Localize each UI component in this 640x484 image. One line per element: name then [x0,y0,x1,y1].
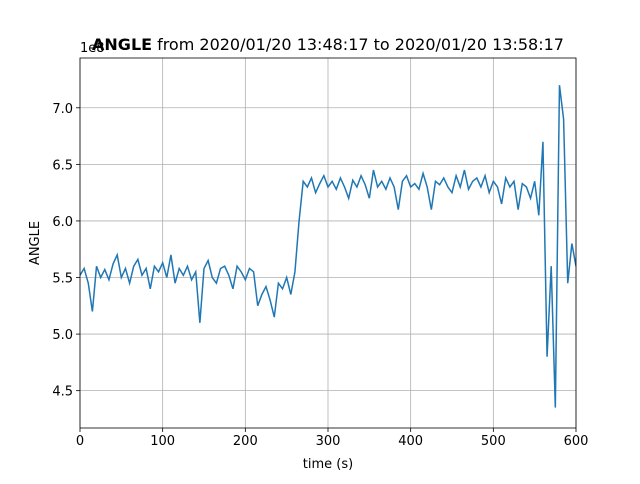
y-tick-label: 6.5 [52,158,73,173]
axes-frame [79,57,577,429]
title-rest: from 2020/01/20 13:48:17 to 2020/01/20 1… [157,35,564,54]
x-tick-label: 0 [76,434,84,449]
x-tick-label: 500 [481,434,506,449]
series-line [80,85,576,408]
x-tick-label: 400 [398,434,423,449]
plot-area: 0 100 200 300 400 500 600 4.5 5.0 5.5 6.0 6.5 7.0 [52,57,589,449]
x-tick-label: 600 [564,434,589,449]
y-tick-label: 5.5 [52,272,73,287]
title-bold: ANGLE [92,35,152,54]
y-tick-label: 7.0 [52,102,73,117]
y-tick-label: 6.0 [52,215,73,230]
offset-text: 1e8 [80,41,105,56]
y-tick-label: 4.5 [52,385,73,400]
y-tick-label: 5.0 [52,328,73,343]
x-axis-label: time (s) [303,457,353,472]
x-tick-label: 100 [150,434,175,449]
x-tick-label: 200 [233,434,258,449]
chart-title: ANGLE from 2020/01/20 13:48:17 to 2020/01… [92,35,564,54]
y-axis-label: ANGLE [28,221,43,265]
x-tick-label: 300 [316,434,341,449]
